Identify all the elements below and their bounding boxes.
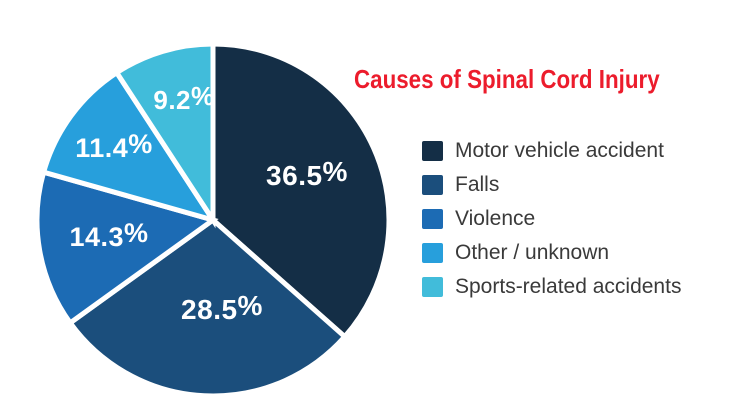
- pie-slice-percent-label: 36.5%: [266, 156, 348, 191]
- legend-label: Violence: [455, 206, 536, 230]
- legend: Motor vehicle accident Falls Violence Other…: [422, 138, 682, 298]
- pie-slice-other-unknown: [40, 69, 219, 225]
- legend-item: Other / unknown: [422, 240, 681, 264]
- pie-slice-percent-label: 28.5%: [181, 290, 263, 325]
- pie-slice-falls: [66, 216, 349, 399]
- legend-swatch: [422, 174, 443, 195]
- legend-item: Violence: [422, 206, 681, 230]
- pie-slice-motor-vehicle-accident: [210, 41, 392, 341]
- legend-label: Motor vehicle accident: [455, 138, 664, 162]
- chart-title: Causes of Spinal Cord Injury: [354, 64, 660, 94]
- legend-label: Sports-related accidents: [455, 274, 682, 298]
- legend-swatch: [422, 242, 443, 263]
- legend-swatch: [422, 208, 443, 229]
- legend-item: Sports-related accidents: [422, 274, 682, 298]
- legend-label: Falls: [455, 172, 500, 196]
- legend-swatch: [422, 140, 443, 161]
- legend-item: Falls: [422, 172, 681, 196]
- pie-slice-percent-label: 11.4%: [75, 129, 153, 163]
- pie-slice-sports-related-accidents: [113, 41, 216, 229]
- legend-swatch: [422, 276, 443, 297]
- pie-slice-percent-label: 9.2%: [153, 81, 214, 115]
- pie-slice-percent-label: 14.3%: [69, 218, 148, 252]
- legend-item: Motor vehicle accident: [422, 138, 681, 162]
- legend-label: Other / unknown: [455, 240, 610, 264]
